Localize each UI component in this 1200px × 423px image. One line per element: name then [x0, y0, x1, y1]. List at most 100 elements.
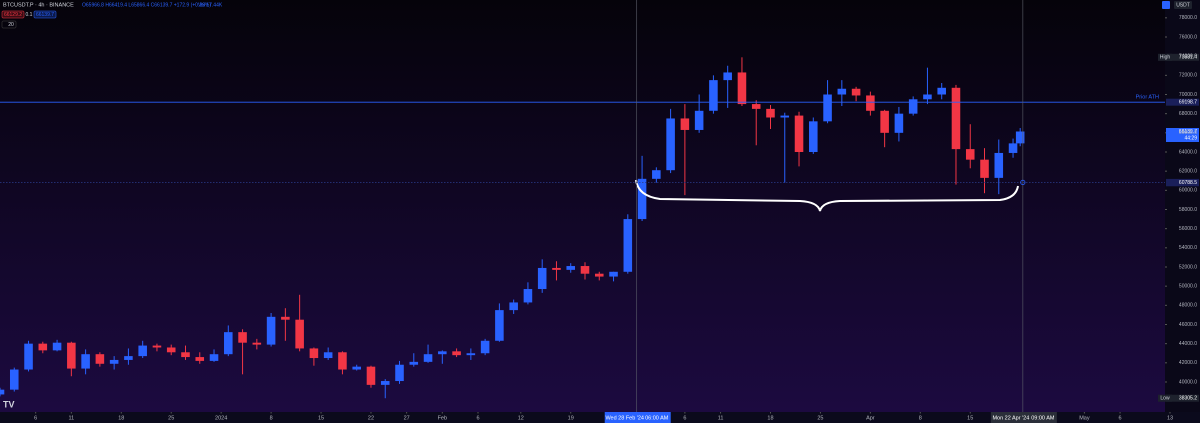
price-label-box	[1166, 179, 1199, 187]
x-tick-label: 25	[168, 415, 174, 421]
candle-body	[523, 289, 533, 303]
settings-icon[interactable]	[1162, 1, 1170, 9]
x-tick-label: 11	[68, 415, 74, 421]
candle-body	[495, 310, 504, 341]
logo: TV	[3, 399, 15, 409]
candle-body	[395, 364, 404, 382]
candle-body	[295, 319, 304, 349]
candle-body	[880, 110, 889, 133]
candle-body	[195, 357, 205, 361]
candle-body	[694, 110, 704, 130]
x-tick-label: 13	[1167, 415, 1173, 421]
price-label: 60788.5	[1179, 180, 1197, 186]
y-tick-label: 46000.0	[1179, 322, 1197, 328]
candle-body	[766, 108, 775, 118]
y-tick-label: 78000.0	[1179, 15, 1197, 21]
candle-body	[1015, 131, 1025, 144]
y-tick-label: 52000.0	[1179, 264, 1197, 270]
x-tick-label: May	[1079, 415, 1090, 421]
candle-body	[937, 87, 946, 95]
candle-body	[52, 342, 62, 351]
candle-body	[594, 273, 604, 277]
currency[interactable]: USDT	[1176, 3, 1190, 9]
candle-body	[723, 72, 732, 81]
crosshair-date: Mon 22 Apr '24	[992, 415, 1029, 421]
x-tick-label: 15	[967, 415, 973, 421]
candle-body	[323, 352, 333, 359]
candle-body	[452, 351, 461, 356]
spread: 0.1	[26, 12, 33, 18]
candle-body	[152, 345, 162, 348]
candle-body	[866, 95, 875, 111]
candle-body	[9, 369, 19, 390]
x-tick-label: 6	[34, 415, 37, 421]
candle-body	[680, 118, 690, 130]
y-tick-label: 72000.0	[1179, 73, 1197, 79]
price-label-box	[1166, 53, 1199, 61]
candle-body	[466, 353, 476, 356]
candle-body	[1008, 143, 1018, 153]
buy-box[interactable]	[33, 10, 57, 19]
candle-body	[951, 87, 961, 150]
candle-body	[809, 121, 818, 152]
y-tick-label: 64000.0	[1179, 149, 1197, 155]
candle-body	[24, 343, 33, 370]
candle-body	[209, 354, 219, 361]
candle-body	[38, 343, 48, 351]
candle-body	[666, 118, 675, 171]
candle-body	[552, 267, 561, 270]
currency-box[interactable]	[1174, 1, 1192, 9]
candle-body	[823, 94, 832, 122]
candle-body	[166, 347, 176, 353]
candle-body	[366, 366, 376, 385]
y-tick-label: 60000.0	[1179, 188, 1197, 194]
time-axis	[0, 412, 1200, 423]
price-tag-box	[1158, 53, 1172, 61]
candle-body	[81, 354, 90, 369]
candle-body	[980, 159, 989, 178]
indicator-box[interactable]	[1, 20, 17, 29]
x-tick-label: 6	[1119, 415, 1122, 421]
candle-body	[338, 352, 347, 370]
sell-price[interactable]: 66129.2	[4, 12, 22, 18]
volume: Vol 17.44K	[198, 2, 223, 8]
price-tag-box	[1158, 394, 1172, 402]
x-tick-label: 11	[718, 415, 724, 421]
crosshair-time: 06:00 AM	[645, 415, 669, 421]
y-tick-label: 42000.0	[1179, 360, 1197, 366]
candle-body	[67, 342, 76, 369]
price-label: 69198.7	[1179, 100, 1197, 106]
grid	[35, 17, 1171, 414]
anchor-point	[1020, 179, 1026, 186]
crosshair-date-box	[990, 412, 1057, 423]
x-tick-label: 2024	[215, 415, 227, 421]
candle-body	[509, 302, 518, 311]
buy-price[interactable]: 66139.7	[36, 12, 54, 18]
candle-body	[352, 366, 361, 370]
y-tick-label: 66000.0	[1179, 130, 1197, 136]
x-tick-label: 27	[404, 415, 410, 421]
candle-body	[609, 271, 618, 277]
y-tick-label: 74000.0	[1179, 53, 1197, 59]
y-tick-label: 50000.0	[1179, 283, 1197, 289]
candle-body	[780, 115, 790, 118]
candle-body	[138, 345, 147, 357]
indicator[interactable]: 20	[8, 22, 14, 28]
candle-body	[266, 316, 276, 345]
candle-body	[537, 267, 547, 290]
countdown: 44:29	[1184, 135, 1197, 141]
candle-body	[652, 170, 661, 179]
x-tick-label: 25	[817, 415, 823, 421]
candle-body	[480, 340, 490, 354]
candle-body	[908, 99, 918, 114]
x-tick-label: 15	[318, 415, 324, 421]
ohlc: O65966.8 H66419.4 L65866.4 C66139.7 +172…	[82, 2, 211, 8]
candle-body	[238, 332, 247, 343]
crosshair-date-box	[604, 412, 671, 423]
brace-annotation	[635, 179, 1019, 212]
sell-box[interactable]	[1, 10, 25, 19]
x-tick-label: 8	[919, 415, 922, 421]
candle-body	[837, 88, 847, 95]
